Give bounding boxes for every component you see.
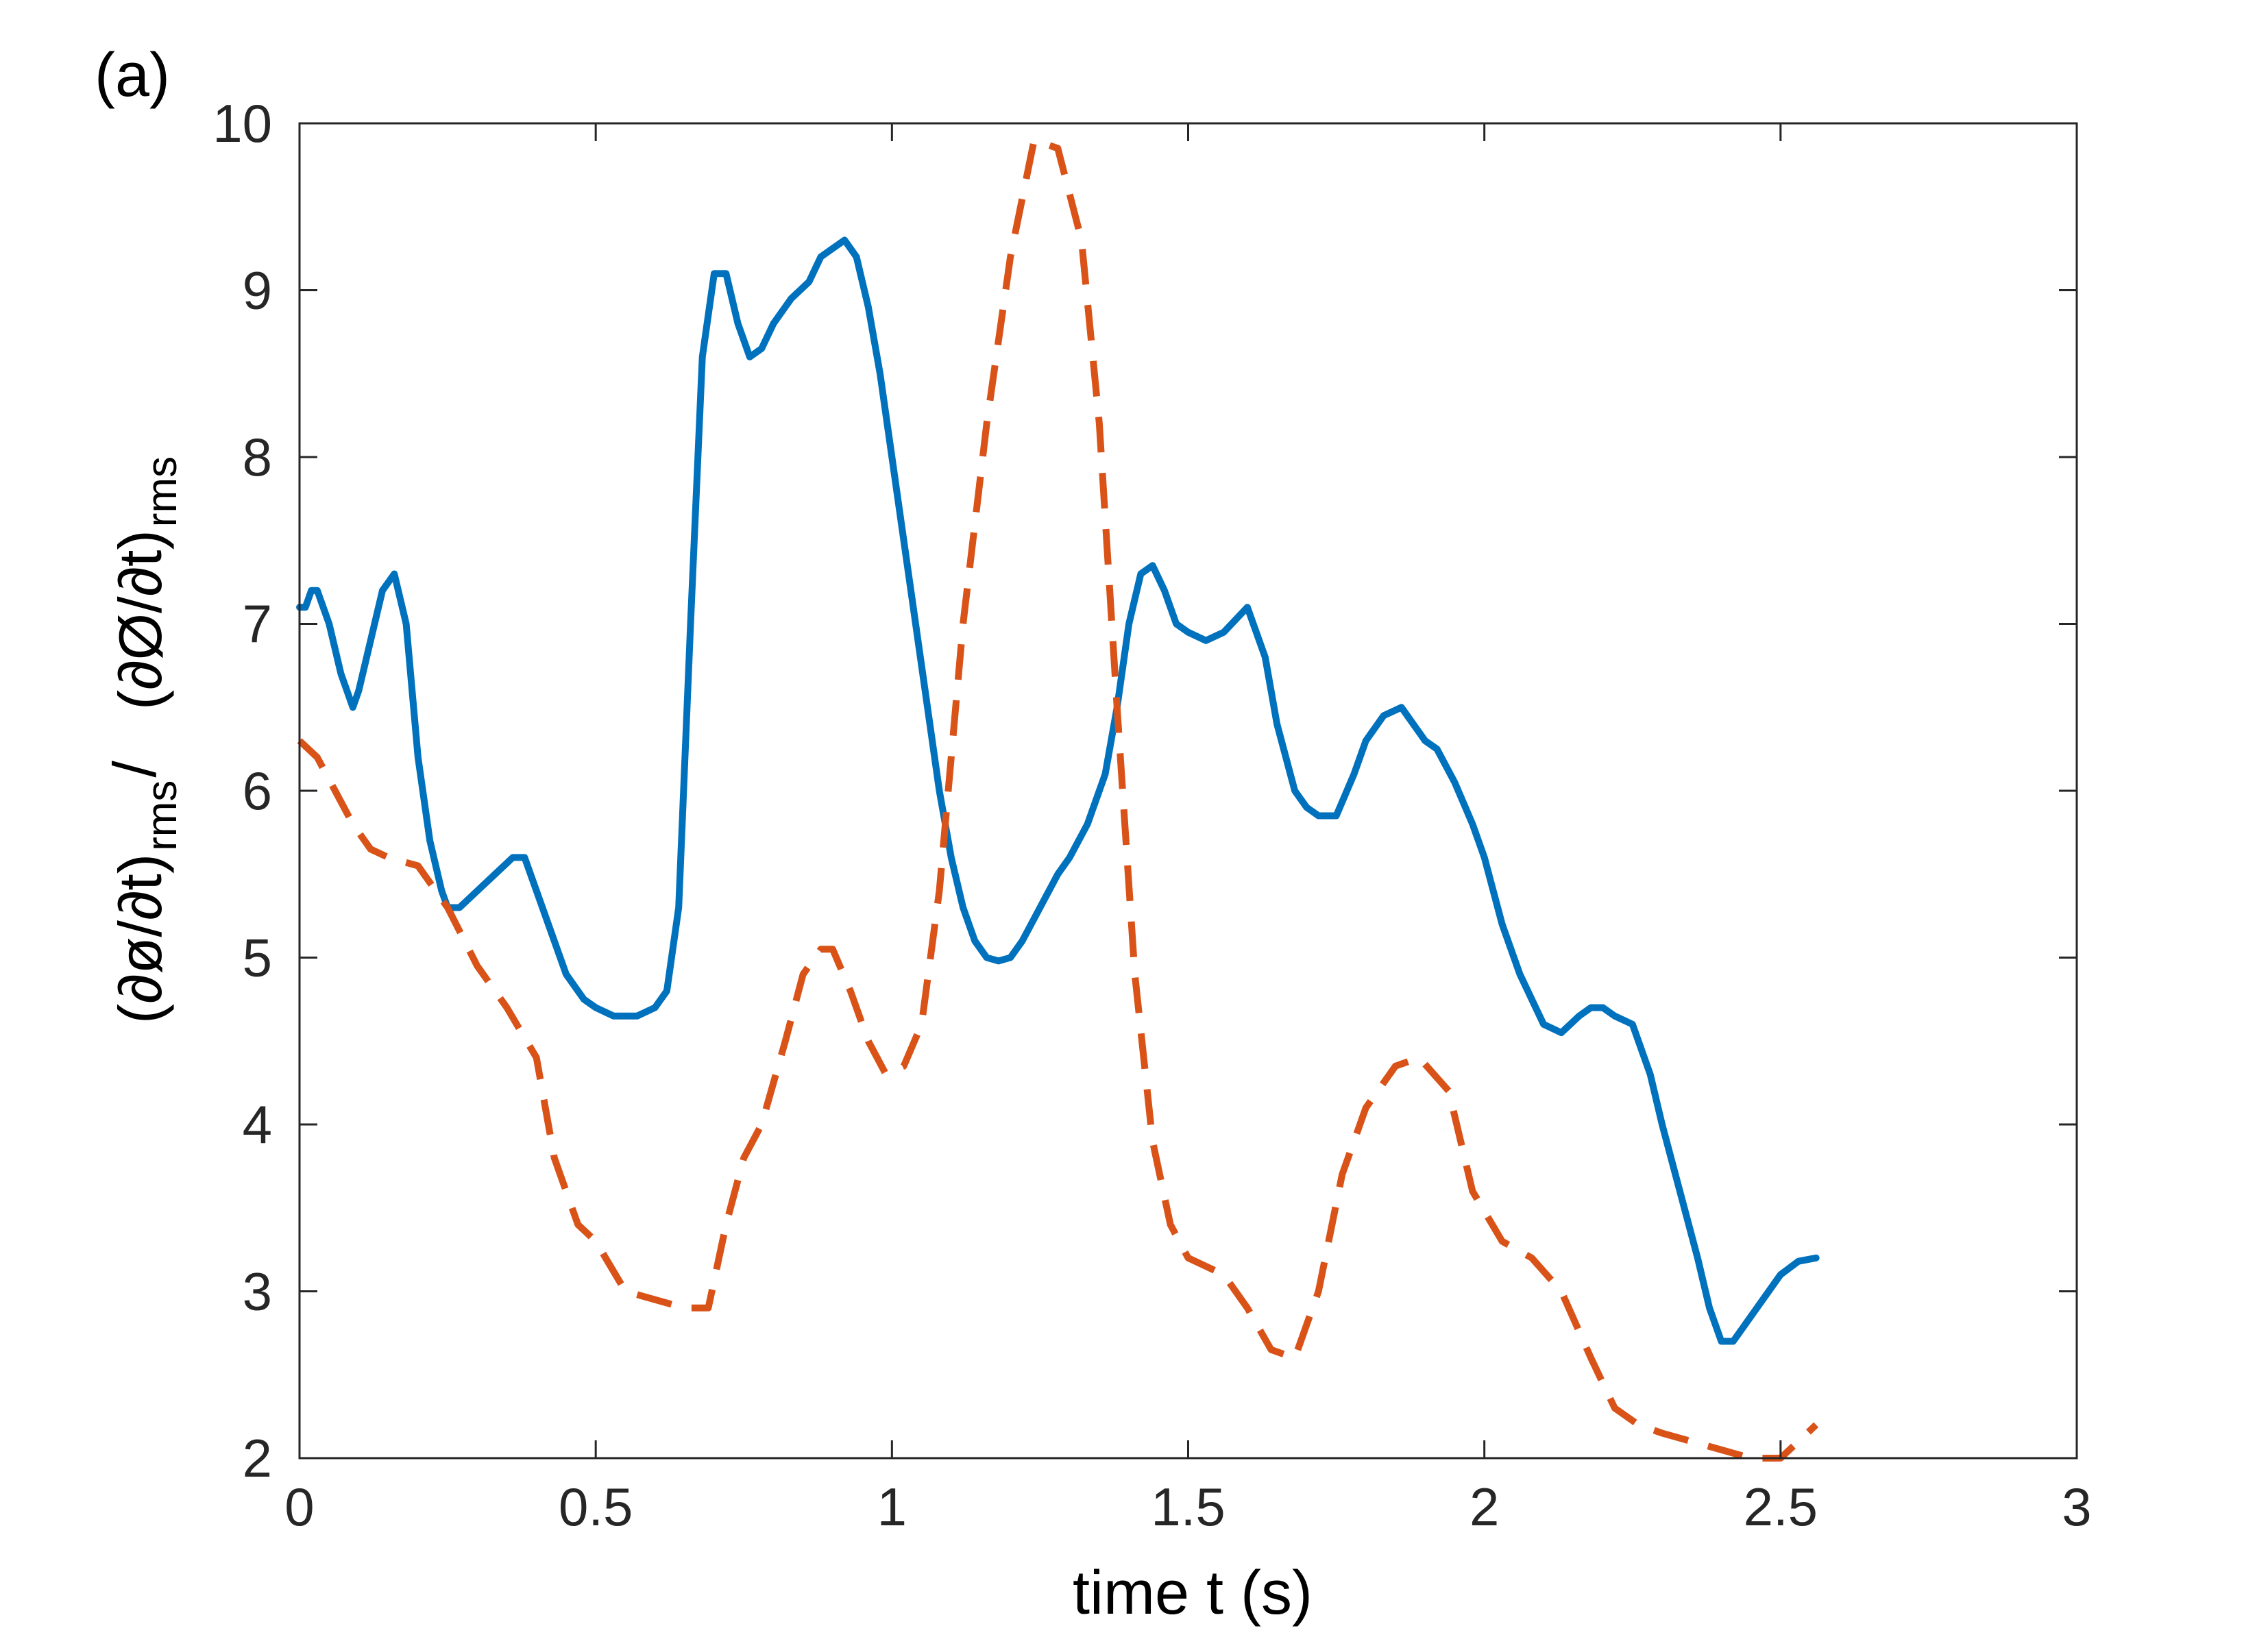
x-tick-label: 1.5: [1151, 1477, 1225, 1537]
y-tick-label: 7: [243, 594, 272, 654]
y-label-slash: /: [101, 761, 169, 778]
x-tick-label: 3: [2062, 1477, 2091, 1537]
x-tick-label: 2: [1470, 1477, 1499, 1537]
y-tick-label: 2: [243, 1428, 272, 1488]
y-tick-label: 5: [243, 928, 272, 988]
y-tick-label: 8: [243, 427, 272, 487]
y-label-denominator: (∂Ø/∂t): [106, 530, 174, 710]
axis-ticks: 0 0.5 1 1.5 2 2.5 3 2 3 4 5 6 7 8 9 10: [212, 93, 2091, 1537]
y-tick-label: 10: [212, 93, 272, 153]
plot-area: [296, 136, 1820, 1462]
y-tick-label: 3: [243, 1261, 272, 1322]
y-axis-label: (∂ø/∂t) rms / (∂Ø/∂t) rms: [101, 456, 186, 1024]
y-tick-label: 4: [243, 1094, 272, 1155]
x-tick-label: 0.5: [559, 1477, 633, 1537]
series-line-solid: [296, 236, 1820, 1345]
panel-label: (a): [95, 41, 170, 110]
svg-text:(∂ø/∂t) rms /: (∂ø/∂t) rms / (∂Ø/∂t) rms: [101, 456, 186, 1024]
y-label-subscript-1: rms: [138, 780, 186, 851]
x-tick-label: 2.5: [1744, 1477, 1818, 1537]
y-label-subscript-2: rms: [138, 456, 186, 527]
y-tick-label: 9: [243, 260, 272, 321]
x-axis-label: time t (s): [1073, 1559, 1313, 1627]
y-label-numerator: (∂ø/∂t): [106, 854, 174, 1024]
series-line-dashed: [297, 136, 1819, 1462]
x-tick-label: 0: [284, 1477, 314, 1537]
y-tick-label: 6: [243, 761, 272, 821]
x-tick-label: 1: [877, 1477, 907, 1537]
